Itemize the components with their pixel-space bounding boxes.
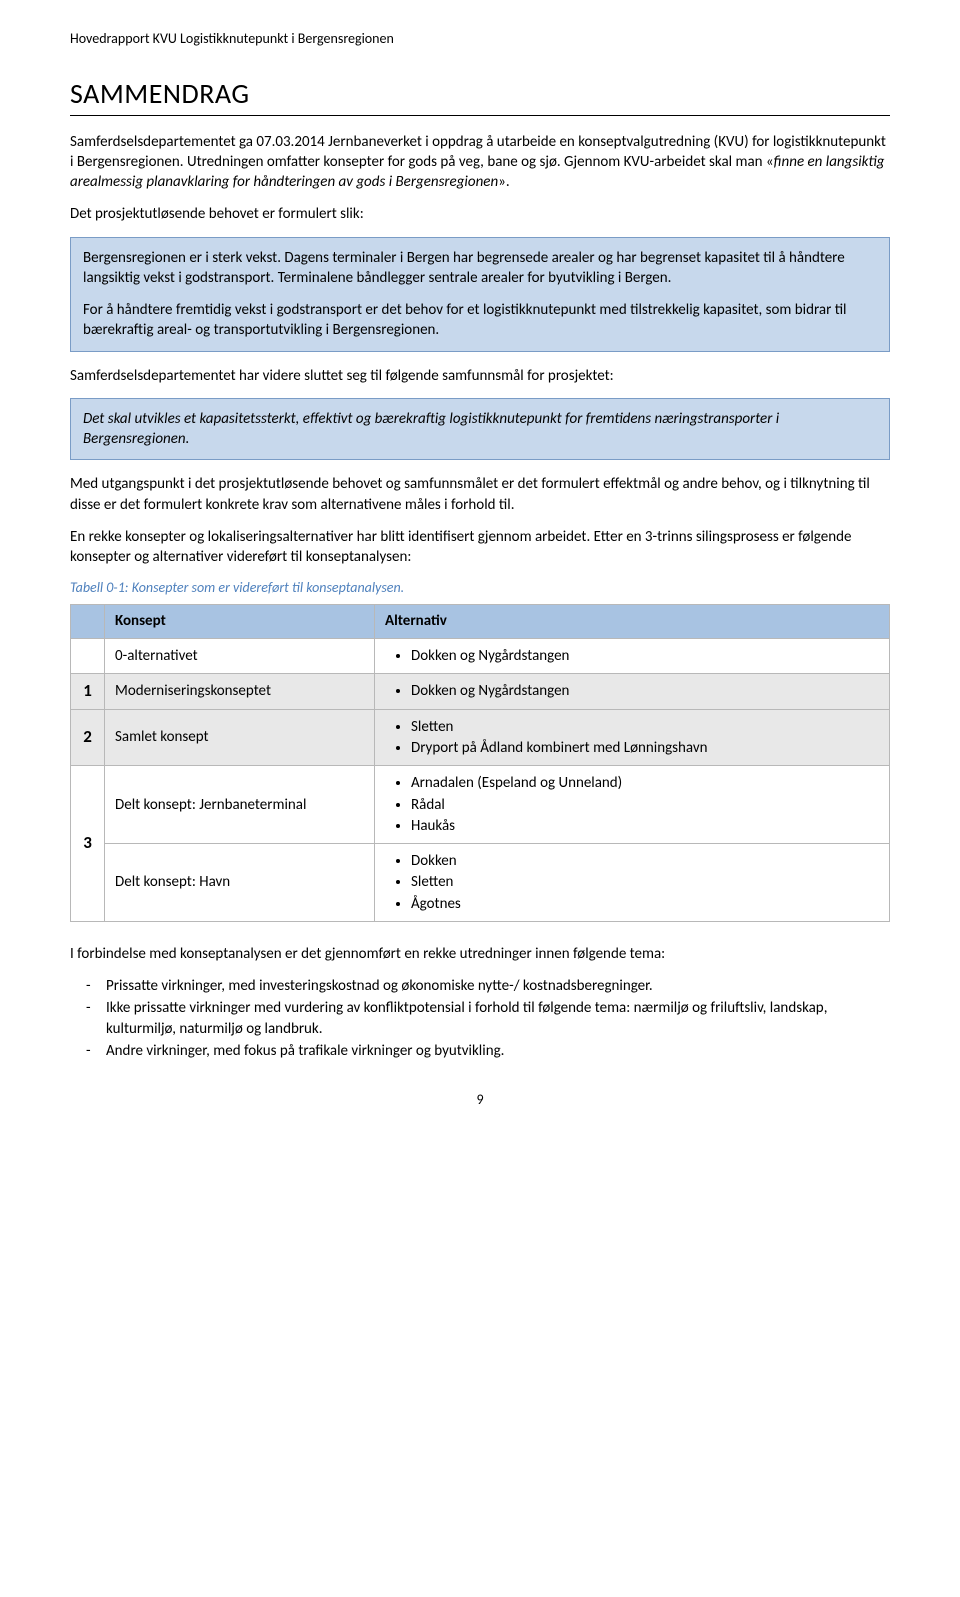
alternativ-item: Dokken og Nygårdstangen <box>411 646 879 666</box>
row-number: 1 <box>71 673 105 709</box>
alternativ-cell: SlettenDryport på Ådland kombinert med L… <box>375 709 890 766</box>
intro-paragraph-2: Det prosjektutløsende behovet er formule… <box>70 204 890 224</box>
table-row: 3Delt konsept: JernbaneterminalArnadalen… <box>71 766 890 844</box>
alternativ-cell: Dokken og Nygårdstangen <box>375 673 890 709</box>
alternativ-cell: Dokken og Nygårdstangen <box>375 638 890 673</box>
intro-after: ». <box>498 173 509 191</box>
concept-cell: Delt konsept: Jernbaneterminal <box>105 766 375 844</box>
theme-list: Prissatte virkninger, med investeringsko… <box>70 976 890 1061</box>
row-number: 2 <box>71 709 105 766</box>
alternativ-item: Haukås <box>411 816 879 836</box>
concept-cell: Delt konsept: Havn <box>105 844 375 922</box>
paragraph-mid2: En rekke konsepter og lokaliseringsalter… <box>70 527 890 568</box>
callout1-p1: Bergensregionen er i sterk vekst. Dagens… <box>83 248 877 289</box>
alternativ-item: Ågotnes <box>411 894 879 914</box>
alternativ-cell: Arnadalen (Espeland og Unneland)RådalHau… <box>375 766 890 844</box>
alternativ-cell: DokkenSlettenÅgotnes <box>375 844 890 922</box>
callout2-text: Det skal utvikles et kapasitetssterkt, e… <box>83 409 877 450</box>
callout-samfunnsmal: Det skal utvikles et kapasitetssterkt, e… <box>70 398 890 461</box>
paragraph-mid1: Med utgangspunkt i det prosjektutløsende… <box>70 474 890 515</box>
th-alternativ: Alternativ <box>375 605 890 638</box>
concept-cell: 0-alternativet <box>105 638 375 673</box>
concept-cell: Samlet konsept <box>105 709 375 766</box>
row-number: 3 <box>71 766 105 922</box>
intro-paragraph-1: Samferdselsdepartementet ga 07.03.2014 J… <box>70 132 890 193</box>
alternativ-item: Sletten <box>411 717 879 737</box>
alternativ-item: Arnadalen (Espeland og Unneland) <box>411 773 879 793</box>
theme-list-item: Prissatte virkninger, med investeringsko… <box>106 976 890 996</box>
page-header: Hovedrapport KVU Logistikknutepunkt i Be… <box>70 30 890 49</box>
callout1-p2: For å håndtere fremtidig vekst i godstra… <box>83 300 877 341</box>
section-title: SAMMENDRAG <box>70 75 890 116</box>
table-row: 1Moderniseringskonseptet Dokken og Nygård… <box>71 673 890 709</box>
alternativ-item: Rådal <box>411 795 879 815</box>
alternativ-item: Dokken <box>411 851 879 871</box>
alternativ-item: Dryport på Ådland kombinert med Lønnings… <box>411 738 879 758</box>
paragraph-after-table: I forbindelse med konseptanalysen er det… <box>70 944 890 964</box>
table-row: Delt konsept: HavnDokkenSlettenÅgotnes <box>71 844 890 922</box>
theme-list-item: Ikke prissatte virkninger med vurdering … <box>106 998 890 1039</box>
intro-text: Samferdselsdepartementet ga 07.03.2014 J… <box>70 133 886 171</box>
page-number: 9 <box>70 1091 890 1110</box>
row-number <box>71 638 105 673</box>
table-row: 2Samlet konseptSlettenDryport på Ådland … <box>71 709 890 766</box>
table-row: 0-alternativet Dokken og Nygårdstangen <box>71 638 890 673</box>
th-konsept: Konsept <box>105 605 375 638</box>
konsept-table: Konsept Alternativ 0-alternativet Dokken … <box>70 604 890 921</box>
callout-behov: Bergensregionen er i sterk vekst. Dagens… <box>70 237 890 352</box>
alternativ-item: Sletten <box>411 872 879 892</box>
concept-cell: Moderniseringskonseptet <box>105 673 375 709</box>
paragraph-after-callout1: Samferdselsdepartementet har videre slut… <box>70 366 890 386</box>
th-num <box>71 605 105 638</box>
theme-list-item: Andre virkninger, med fokus på trafikale… <box>106 1041 890 1061</box>
alternativ-item: Dokken og Nygårdstangen <box>411 681 879 701</box>
table-caption: Tabell 0-1: Konsepter som er videreført … <box>70 579 890 598</box>
